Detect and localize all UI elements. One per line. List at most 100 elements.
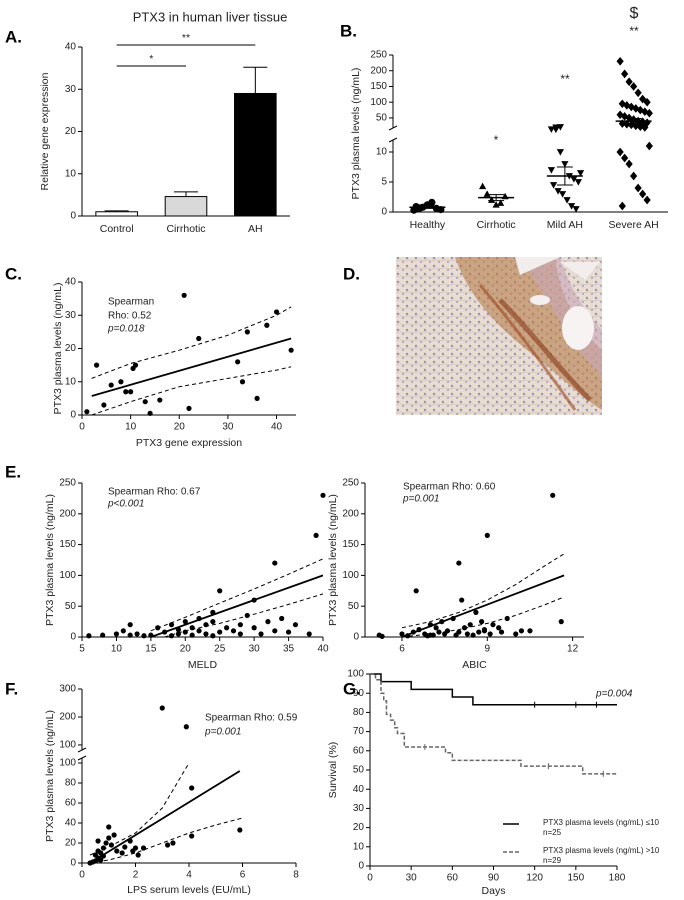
x-tick-label: 4 [186,870,192,881]
x-tick-label: Severe AH [609,219,659,231]
data-point [120,628,126,634]
data-point [643,118,651,127]
data-point [128,389,134,395]
panel: 0 50 100 150 200 250 5 10 15 20 25 30 35 40 PTX3 plasm… [44,478,329,671]
y-tick-label: 30 [65,310,77,321]
data-point [93,362,100,368]
y-tick-label: 10 [65,376,77,387]
x-tick-label: 30 [249,644,261,655]
data-point [258,631,264,637]
data-point [306,631,312,637]
y-tick-label: 0 [70,632,76,643]
y-tick-label: 10 [376,147,388,158]
y-tick-label: 80 [353,707,365,718]
panel-label: D. [343,264,360,283]
data-point [273,309,280,315]
x-tick-label: 6 [240,870,246,881]
data-point [616,147,624,157]
data-point [490,622,496,628]
data-point [175,627,181,633]
data-point [572,206,580,213]
bar [95,211,138,217]
x-axis-label: MELD [188,659,218,671]
data-point [320,492,326,498]
survival-curve [370,673,617,775]
y-axis-label: Relative gene expression [39,72,51,190]
data-point [103,840,109,846]
data-point [189,785,195,791]
ci-upper [91,306,292,379]
panel-label: F. [5,679,18,698]
data-point [643,195,651,205]
y-tick-label: 0 [70,858,76,869]
data-point [168,633,175,639]
data-point [292,622,299,628]
data-point [95,848,101,854]
data-point [527,628,533,634]
y-tick-label: 40 [353,784,365,795]
legend-label: PTX3 plasma levels (ng/mL) ≤10 n=25 [543,818,659,837]
data-point [623,119,631,129]
y-tick-label: 0 [358,861,364,872]
data-point [237,631,243,637]
fit-line [150,574,323,637]
axis-break [77,747,87,753]
data-point [416,627,422,633]
y-axis-label: PTX3 plasma levels (ng/mL) [44,494,56,626]
data-point [476,629,482,635]
y-tick-label: 10 [353,841,365,852]
data-point [487,631,493,637]
bar [234,92,277,217]
data-point [479,182,487,190]
x-tick-label: 8 [293,870,299,881]
legend-label: PTX3 plasma levels (ng/mL) >10 n=29 [543,846,660,865]
chart-title: PTX3 in human liver tissue [133,9,288,24]
data-point [558,619,564,625]
data-point [101,402,107,408]
x-tick-label: 2 [133,870,139,881]
data-point [549,182,558,189]
data-point [251,597,257,603]
y-tick-label: 40 [65,42,77,53]
panel: 0 20 40 60 80 100 100 200 300 0 2 4 6 8 PTX3 plasma le… [44,684,299,896]
data-point [625,77,633,87]
panel-label: E. [5,462,21,481]
data-point [182,619,188,625]
y-tick-label: 100 [59,758,76,769]
y-tick-label: 80 [65,778,77,789]
panel-label: A. [5,27,22,46]
y-tick-label: 30 [353,803,365,814]
panel-label: B. [340,21,357,40]
data-point [135,852,141,858]
data-point [196,628,202,634]
annotation: Rho: 0.52 [108,311,152,322]
vessel [562,306,594,350]
annotation: p=0.004 [595,689,633,700]
data-point [492,201,500,208]
data-point [570,176,578,183]
data-point [181,292,187,298]
data-point [132,845,139,851]
data-point [132,362,139,368]
x-tick-label: 0 [79,870,85,881]
x-tick-label: 30 [406,873,418,884]
x-tick-label: 60 [447,873,459,884]
data-point [265,619,271,625]
data-point [210,619,216,625]
bar [164,196,208,217]
x-tick-label: 15 [145,644,157,655]
x-tick-label: Cirrhotic [166,223,205,235]
plot-area [91,306,292,415]
x-tick-label: 90 [488,873,500,884]
data-point [237,622,243,628]
data-point [621,153,629,163]
data-point [140,845,147,851]
data-point [111,832,117,838]
data-point [632,104,640,113]
y-tick-label: 100 [370,97,387,108]
data-point [224,625,230,631]
annotation: Spearman Rho: 0.59 [205,713,298,724]
survival-curve [370,673,617,706]
